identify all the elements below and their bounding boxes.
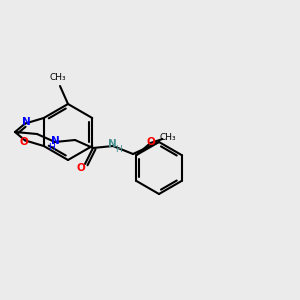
Text: N: N [108, 139, 116, 149]
Text: H: H [48, 143, 54, 152]
Text: H: H [115, 146, 122, 154]
Text: O: O [20, 137, 28, 147]
Text: O: O [146, 137, 155, 147]
Text: CH₃: CH₃ [159, 134, 176, 142]
Text: CH₃: CH₃ [50, 73, 66, 82]
Text: O: O [76, 163, 85, 173]
Text: N: N [22, 117, 30, 127]
Text: N: N [51, 136, 59, 146]
